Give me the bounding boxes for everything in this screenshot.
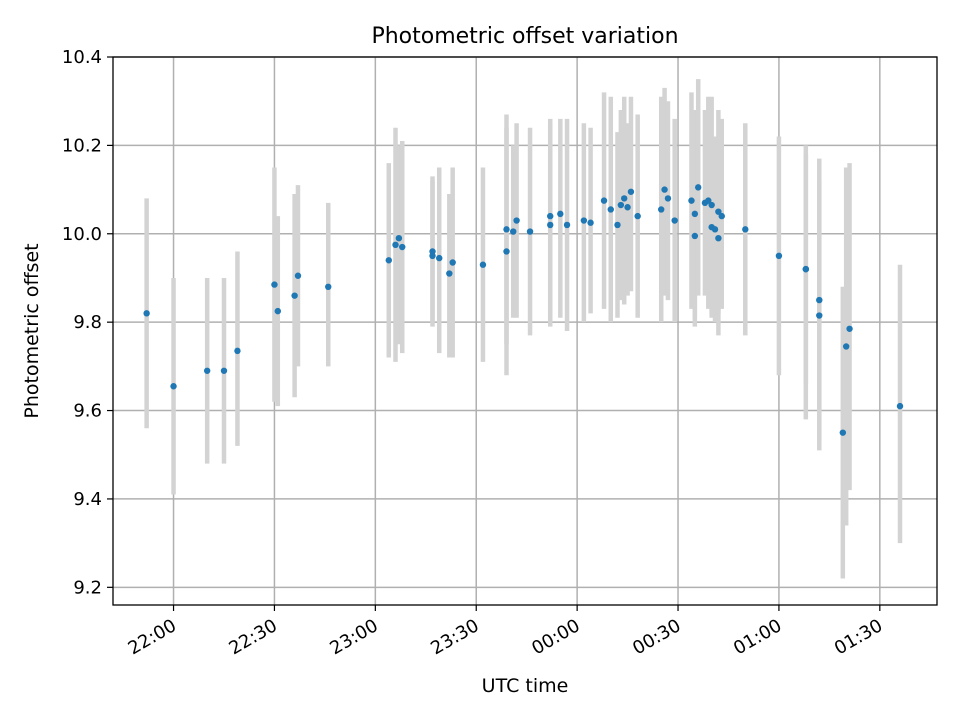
data-point [547, 212, 554, 220]
data-point [503, 226, 510, 233]
data-point [688, 197, 695, 204]
grid-lines [113, 56, 937, 605]
data-point [580, 217, 588, 224]
plot-frame [112, 56, 938, 606]
data-point [711, 226, 719, 233]
x-tick-label: 00:30 [629, 615, 684, 659]
data-point [203, 367, 211, 374]
y-tick-label: 10.0 [62, 224, 102, 245]
data-point [708, 201, 715, 209]
data-point [170, 383, 177, 390]
data-point [220, 367, 228, 374]
x-axis-label: UTC time [482, 675, 569, 697]
x-tick-label: 01:30 [831, 615, 886, 659]
data-point [600, 197, 608, 204]
data-point [661, 186, 668, 193]
x-tick-label: 23:30 [427, 615, 482, 659]
chart-title: Photometric offset variation [371, 24, 678, 49]
data-point [325, 283, 332, 291]
data-point [429, 248, 436, 255]
axis-ticks: 22:00 22:30 23:00 23:30 00:00 00:30 01:00 01:30… [62, 47, 886, 659]
error-bars [144, 79, 903, 579]
x-tick-label: 01:00 [730, 615, 785, 659]
data-point [658, 206, 665, 213]
data-point [291, 292, 298, 299]
data-point [715, 208, 722, 215]
x-tick-label: 22:30 [226, 615, 281, 659]
data-point [395, 234, 403, 242]
data-point [547, 221, 554, 229]
data-point [775, 252, 783, 260]
y-tick-label: 9.6 [73, 401, 102, 422]
data-point [429, 252, 436, 260]
data-point [617, 201, 625, 209]
data-point [143, 310, 150, 317]
data-point [634, 212, 641, 220]
data-point [671, 217, 678, 224]
y-tick-label: 9.2 [73, 577, 102, 598]
data-point [587, 219, 594, 226]
data-point [664, 195, 672, 202]
data-point [446, 270, 453, 277]
data-point [742, 226, 749, 233]
data-point [621, 195, 628, 202]
data-point [695, 184, 702, 191]
data-point [691, 232, 699, 240]
y-tick-label: 10.2 [62, 135, 102, 156]
data-point [392, 241, 399, 249]
data-point [816, 312, 823, 319]
data-point [449, 259, 456, 266]
data-point [563, 221, 571, 229]
y-tick-label: 9.8 [73, 312, 102, 333]
data-point [513, 217, 520, 224]
data-point [691, 210, 699, 218]
data-point [294, 272, 302, 279]
data-point [718, 212, 725, 220]
data-point [896, 402, 904, 410]
data-point [614, 221, 621, 229]
data-point [234, 347, 241, 355]
data-point [399, 243, 406, 251]
data-point [607, 206, 614, 213]
data-point [705, 197, 712, 204]
y-axis-label: Photometric offset [21, 243, 43, 418]
data-point [627, 188, 635, 195]
data-points [143, 184, 904, 436]
x-tick-label: 00:00 [528, 615, 583, 659]
x-tick-label: 23:00 [326, 615, 381, 659]
data-point [526, 228, 534, 235]
data-point [557, 210, 564, 218]
data-point [846, 325, 853, 332]
data-point [385, 257, 392, 264]
data-point [624, 204, 631, 211]
data-point [715, 234, 722, 242]
data-point [816, 296, 823, 304]
data-point [842, 343, 850, 350]
data-point [436, 254, 443, 262]
data-point [839, 429, 847, 436]
data-point [510, 228, 517, 235]
x-tick-label: 22:00 [125, 615, 180, 659]
data-point [802, 265, 810, 273]
data-point [271, 281, 278, 288]
data-point [479, 261, 487, 268]
data-point [503, 248, 510, 255]
y-tick-label: 9.4 [73, 489, 102, 510]
data-point [274, 307, 281, 315]
y-tick-label: 10.4 [62, 47, 102, 68]
